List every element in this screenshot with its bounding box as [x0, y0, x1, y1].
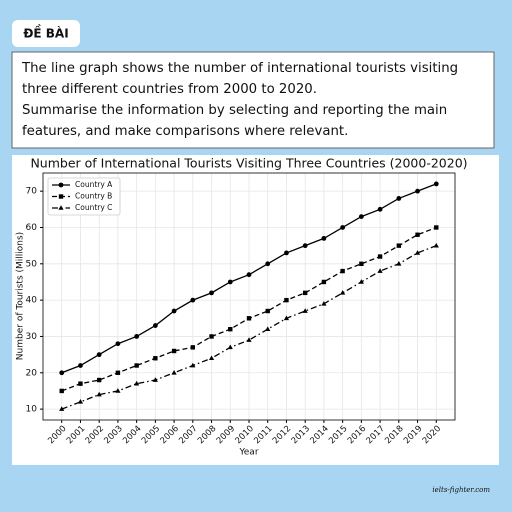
legend-label: Country C — [75, 203, 112, 212]
data-point — [396, 196, 402, 201]
y-tick-label: 20 — [26, 368, 38, 378]
data-point — [340, 225, 346, 230]
data-point — [302, 290, 308, 296]
y-tick-label: 50 — [26, 259, 38, 269]
data-point — [359, 261, 364, 267]
data-point — [284, 250, 289, 256]
plot-frame — [42, 172, 456, 421]
data-point — [358, 214, 364, 219]
data-point — [377, 206, 383, 212]
data-point — [78, 363, 83, 368]
legend-marker — [58, 205, 64, 210]
data-point — [59, 388, 64, 394]
data-point — [78, 381, 83, 386]
prompt-line: Summarise the information by selecting a… — [22, 103, 447, 118]
data-point — [153, 356, 158, 361]
legend-marker — [58, 182, 64, 188]
data-point — [415, 188, 420, 194]
data-point — [209, 290, 214, 296]
data-point — [415, 232, 420, 237]
data-point — [396, 261, 402, 266]
footer-source: ielts-fighter.com — [432, 486, 490, 494]
data-point — [209, 334, 214, 339]
data-point — [321, 235, 327, 241]
prompt-line: three different countries from 2000 to 2… — [22, 82, 317, 97]
data-point — [246, 337, 252, 342]
data-point — [377, 254, 383, 259]
data-point — [96, 391, 102, 397]
data-point — [190, 297, 196, 303]
y-tick-label: 60 — [26, 223, 38, 233]
data-point — [190, 362, 196, 368]
data-point — [115, 388, 121, 393]
data-point — [321, 279, 327, 285]
data-point — [396, 243, 402, 248]
data-point — [302, 243, 308, 249]
data-point — [77, 399, 84, 404]
data-point — [96, 377, 102, 383]
data-point — [171, 308, 177, 314]
header-box — [12, 20, 80, 47]
data-point — [433, 181, 439, 187]
legend-label: Country A — [75, 180, 113, 189]
prompt-line: The line graph shows the number of inter… — [21, 61, 458, 76]
data-point — [433, 242, 439, 248]
y-axis-label: Number of Tourists (Millions) — [16, 232, 26, 360]
data-point — [59, 406, 65, 411]
data-point — [246, 316, 252, 321]
data-point — [265, 326, 271, 331]
legend-marker — [58, 194, 64, 199]
data-point — [321, 300, 327, 306]
prompt-box — [11, 51, 495, 149]
x-axis-label: Year — [238, 448, 258, 458]
series-line — [61, 245, 437, 410]
data-point — [227, 279, 233, 285]
legend-label: Country B — [75, 192, 112, 201]
data-point — [358, 279, 364, 284]
data-point — [190, 345, 196, 350]
legend-box — [47, 177, 121, 216]
data-point — [171, 369, 177, 375]
data-point — [115, 341, 121, 347]
data-point — [284, 297, 289, 303]
data-point — [227, 344, 233, 350]
data-point — [134, 334, 140, 339]
y-tick-label: 30 — [26, 332, 38, 342]
data-point — [59, 370, 65, 376]
data-point — [377, 268, 383, 273]
data-point — [134, 380, 140, 386]
data-point — [115, 370, 121, 375]
data-point — [246, 272, 252, 278]
data-point — [434, 225, 439, 230]
data-point — [340, 268, 345, 274]
data-point — [134, 363, 139, 368]
chart-title: Number of International Tourists Visitin… — [30, 156, 467, 171]
data-point — [152, 377, 158, 382]
data-point — [171, 348, 177, 354]
prompt-line: features, and make comparisons where rel… — [22, 124, 348, 139]
data-point — [340, 290, 346, 295]
data-point — [208, 355, 215, 361]
data-point — [96, 352, 102, 358]
y-tick-label: 10 — [26, 405, 38, 415]
y-tick-label: 40 — [26, 296, 38, 306]
y-tick-label: 70 — [26, 187, 38, 197]
data-point — [265, 308, 270, 314]
data-point — [302, 308, 308, 313]
data-point — [283, 315, 290, 321]
data-point — [152, 323, 158, 328]
data-point — [265, 261, 271, 267]
data-point — [414, 250, 421, 255]
header-label: ĐỀ BÀI — [23, 24, 68, 41]
data-point — [228, 326, 233, 332]
